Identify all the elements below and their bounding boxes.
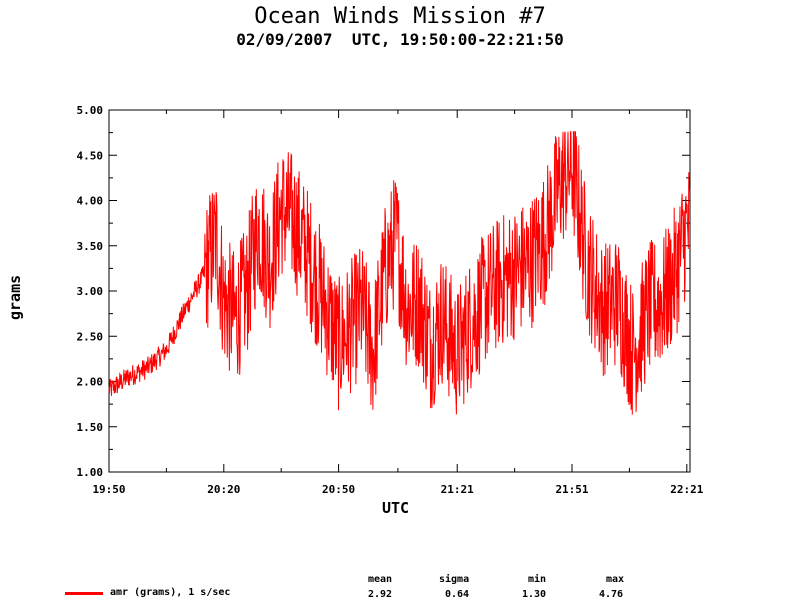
stats-header-max: max xyxy=(606,574,625,585)
y-tick-label: 5.00 xyxy=(77,104,104,117)
stats-value-sigma: 0.64 xyxy=(445,589,470,600)
x-tick-label: 19:50 xyxy=(92,483,125,496)
y-tick-label: 1.00 xyxy=(77,466,104,479)
stats-value-max: 4.76 xyxy=(599,589,624,600)
x-axis-label: UTC xyxy=(382,499,410,517)
series-line-amr xyxy=(108,131,691,415)
legend-swatch xyxy=(65,592,103,595)
stats-header-min: min xyxy=(528,574,547,585)
x-tick-label: 22:21 xyxy=(670,483,703,496)
stats-value-mean: 2.92 xyxy=(368,589,393,600)
x-tick-label: 20:50 xyxy=(322,483,355,496)
chart-subtitle: 02/09/2007 UTC, 19:50:00-22:21:50 xyxy=(236,30,564,49)
y-tick-label: 2.00 xyxy=(77,376,104,389)
stats-header-sigma: sigma xyxy=(439,574,470,585)
y-tick-label: 1.50 xyxy=(77,421,104,434)
x-tick-label: 21:51 xyxy=(555,483,588,496)
stats-value-min: 1.30 xyxy=(522,589,547,600)
chart-title: Ocean Winds Mission #7 xyxy=(254,4,546,29)
y-tick-label: 4.00 xyxy=(77,195,104,208)
stats-header-mean: mean xyxy=(368,574,393,585)
y-tick-label: 2.50 xyxy=(77,330,104,343)
x-tick-label: 21:21 xyxy=(441,483,474,496)
legend-label: amr (grams), 1 s/sec xyxy=(110,587,231,598)
y-tick-label: 3.00 xyxy=(77,285,104,298)
x-tick-label: 20:20 xyxy=(207,483,240,496)
y-tick-label: 3.50 xyxy=(77,240,104,253)
y-tick-label: 4.50 xyxy=(77,149,104,162)
